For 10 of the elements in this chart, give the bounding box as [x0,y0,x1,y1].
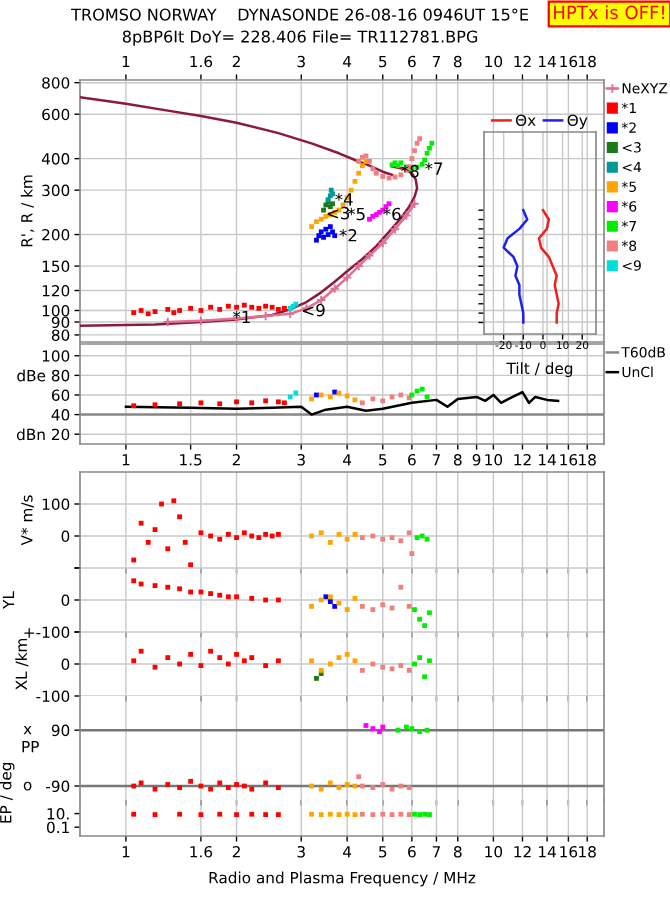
annotation: *2 [339,229,357,242]
annotation: *1 [232,310,250,324]
annotation: <9 [303,303,325,317]
text: HPTx is OFF! [554,5,664,20]
annotation: *6 [383,207,401,221]
chart-subtitle: 8pBP6It DoY= 228.406 File= TR112781.BPG [122,30,478,46]
chart-title: TROMSO NORWAY DYNASONDE 26-08-16 0946UT 15°E [71,8,529,21]
annotation: *4 [335,193,353,206]
annotation: *7 [425,162,443,175]
annotation: *5 [347,207,365,221]
